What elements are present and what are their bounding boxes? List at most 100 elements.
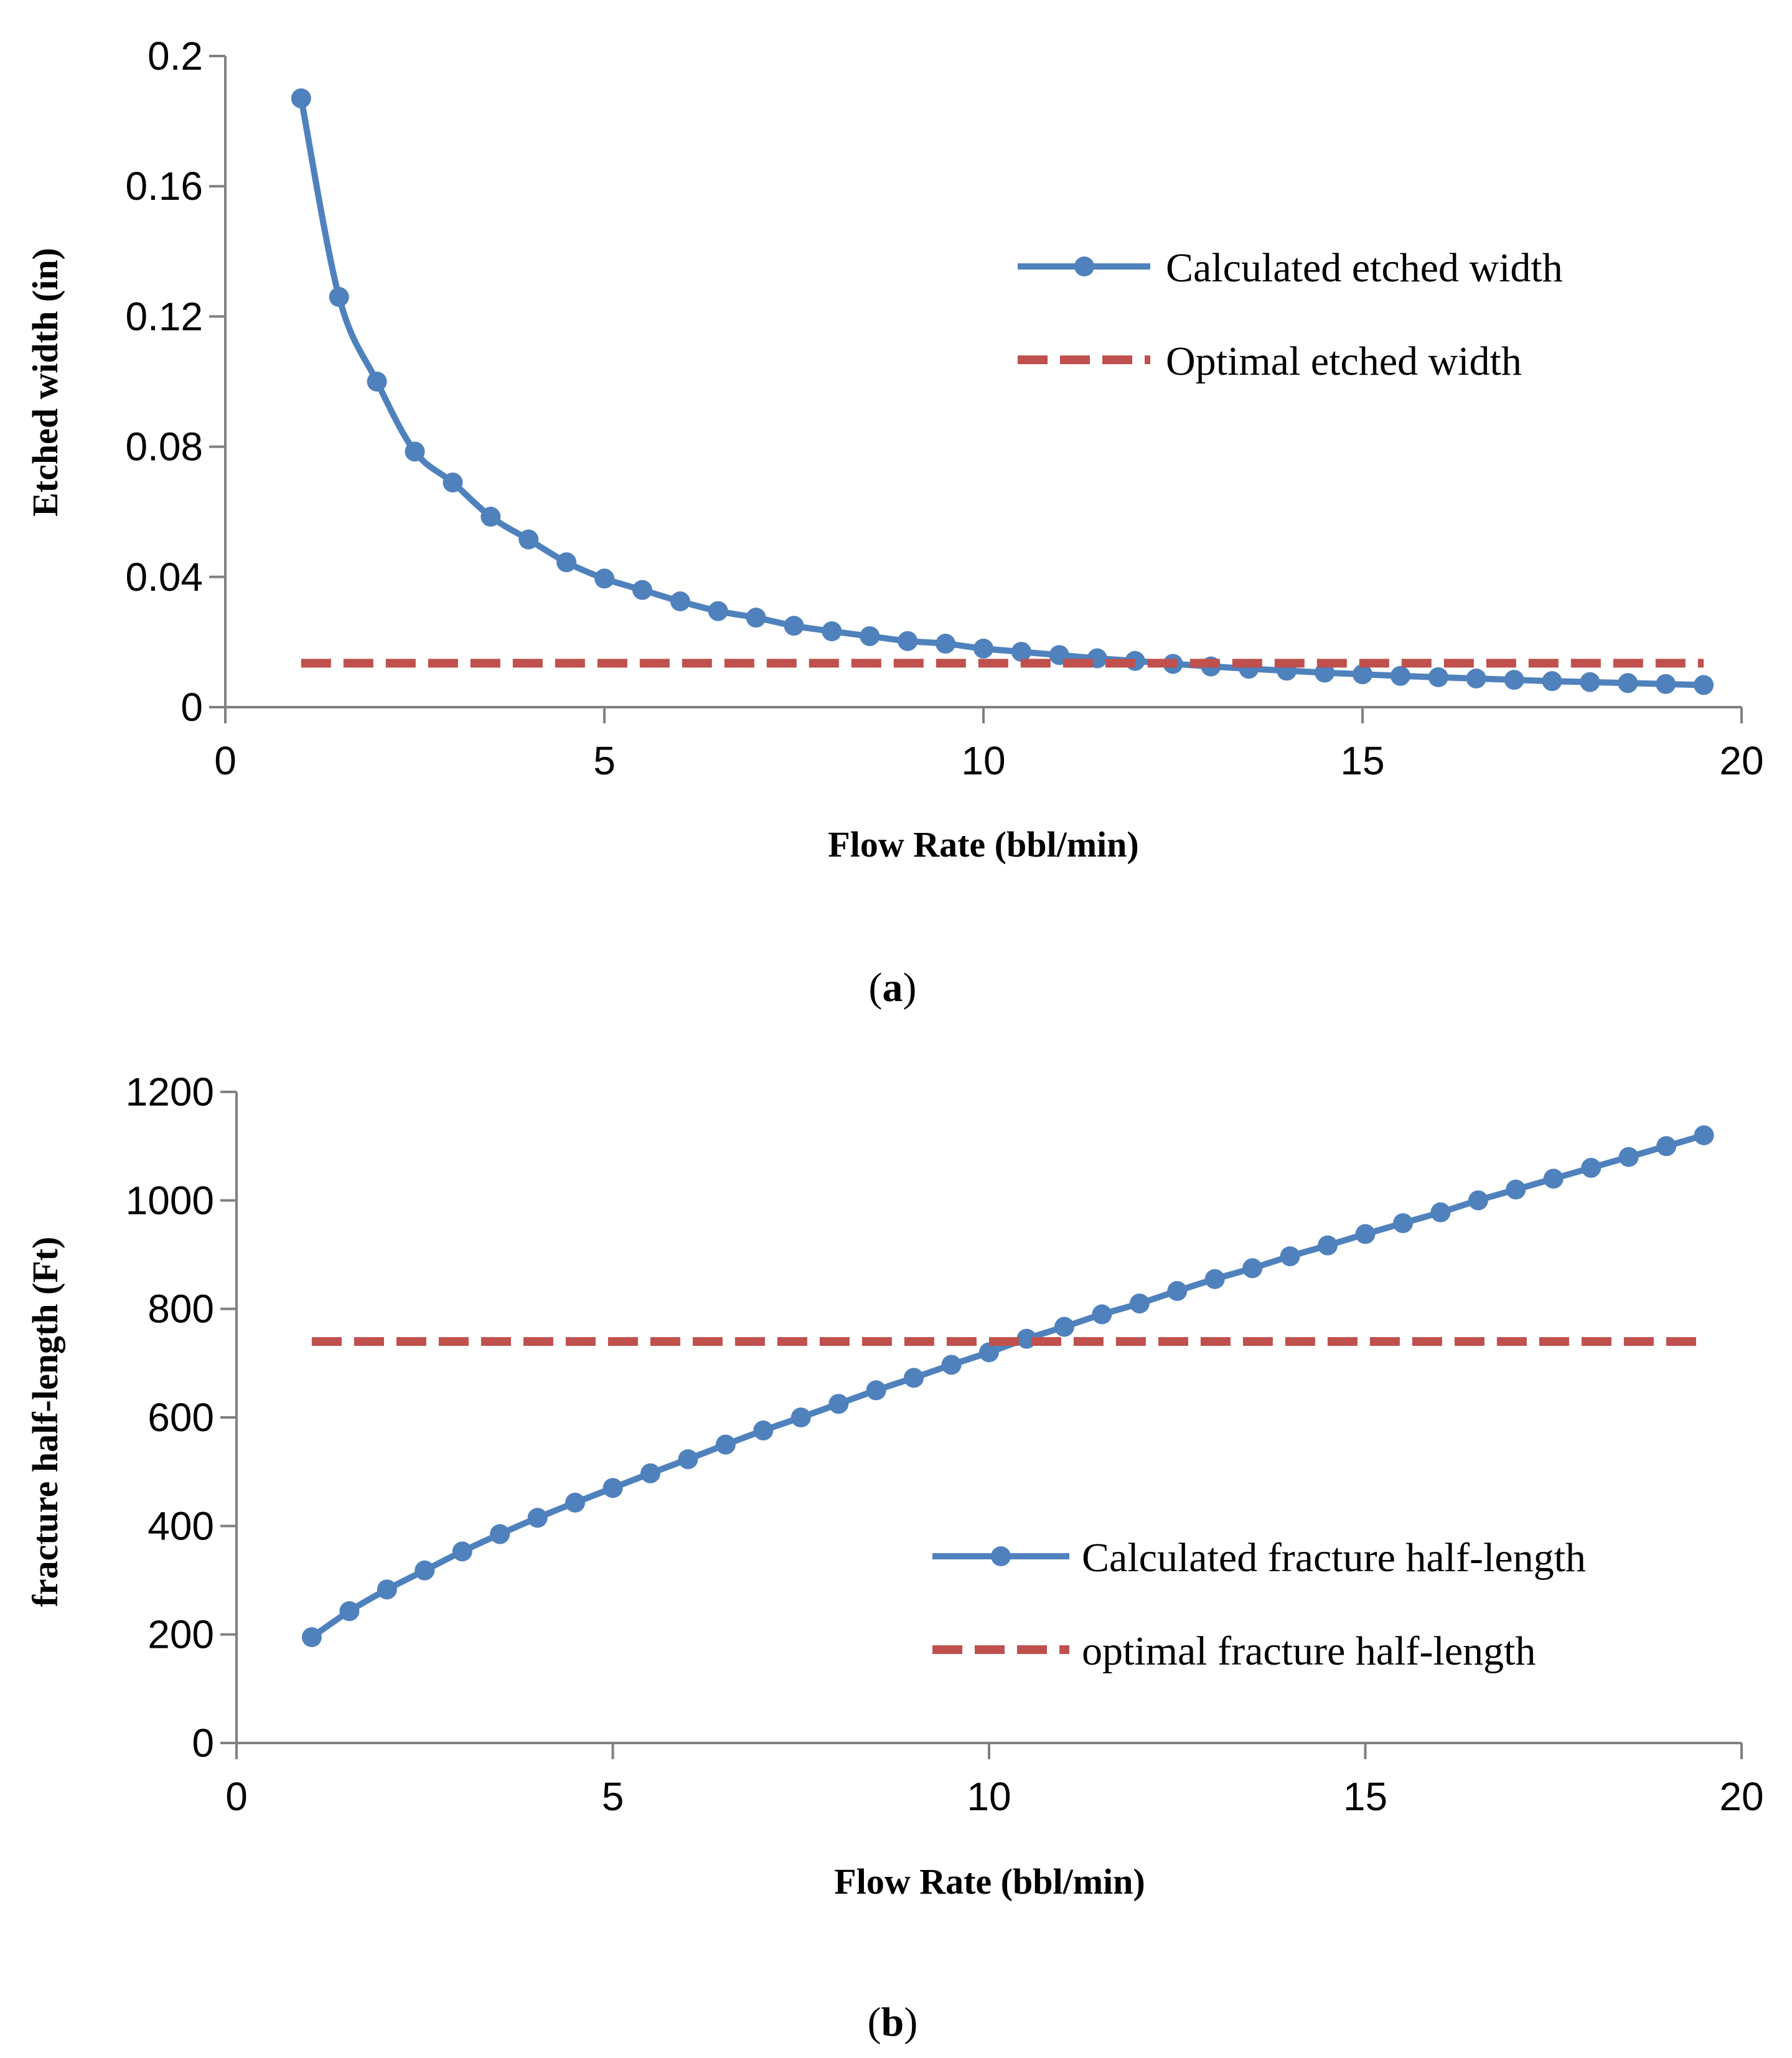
chart-a-data-point — [746, 608, 766, 628]
chart-a-panel-letter: a — [883, 965, 903, 1010]
chart-a-data-point — [1580, 672, 1600, 692]
chart-a-legend: Calculated etched width Optimal etched w… — [1018, 245, 1563, 384]
chart-b-data-point — [640, 1463, 660, 1483]
chart-a-data-point — [1694, 675, 1714, 695]
chart-a-data-point — [1315, 662, 1335, 683]
chart-b-xtick-label: 15 — [1343, 1774, 1387, 1819]
chart-b-data-point — [1506, 1179, 1526, 1200]
chart-a-series — [291, 88, 1714, 695]
chart-a-xtick-label: 5 — [593, 738, 616, 783]
chart-a-legend-calculated-label: Calculated etched width — [1166, 245, 1563, 291]
chart-b-data-point — [715, 1434, 736, 1455]
chart-b-data-point — [452, 1541, 472, 1562]
chart-b-data-point — [790, 1407, 811, 1427]
chart-b-data-point — [1694, 1125, 1714, 1145]
chart-b-legend-optimal-label: optimal fracture half-length — [1082, 1628, 1536, 1674]
chart-a-data-point — [594, 568, 614, 589]
chart-b-data-point — [377, 1579, 397, 1600]
chart-a-data-point — [291, 88, 311, 108]
chart-b-data-point — [1543, 1168, 1564, 1189]
chart-b-data-point — [678, 1449, 698, 1470]
chart-a-data-point — [898, 631, 918, 651]
chart-a-data-point — [1428, 667, 1448, 687]
chart-b-data-point — [1392, 1213, 1413, 1233]
chart-a-panel-label: (a) — [869, 965, 917, 1010]
chart-a-data-point — [860, 626, 880, 646]
chart-b-data-point — [1054, 1317, 1074, 1337]
chart-a-series-calculated-line — [298, 98, 1704, 688]
chart-a-data-point — [329, 287, 349, 308]
chart-a: 0 0.04 0.08 0.12 0.16 0.2 0 5 10 15 20 Flow Rate (… — [25, 34, 1764, 1010]
chart-a-legend-calculated-marker — [1074, 256, 1094, 276]
chart-a-ytick-label: 0.04 — [125, 555, 203, 599]
chart-b-data-point — [979, 1342, 999, 1363]
chart-b-ytick-label: 0 — [192, 1721, 214, 1765]
chart-b-xtick-label: 0 — [225, 1774, 248, 1819]
chart-b-ytick-label: 400 — [148, 1503, 214, 1548]
chart-b-data-point — [1468, 1190, 1488, 1211]
chart-a-data-point — [632, 580, 652, 600]
chart-a-data-point — [1656, 674, 1676, 694]
chart-b-data-point — [1092, 1304, 1112, 1325]
chart-a-data-point — [936, 634, 956, 654]
chart-a-ytick-label: 0.2 — [148, 34, 203, 78]
chart-b-data-point — [753, 1420, 774, 1440]
chart-b-ylabel: fracture half-length (Ft) — [25, 1237, 65, 1607]
chart-b-data-point — [603, 1478, 623, 1498]
chart-a-xtick-label: 10 — [961, 738, 1005, 783]
chart-b-data-point — [527, 1508, 548, 1528]
chart-a-xtick-label: 20 — [1719, 738, 1763, 783]
chart-a-ytick-label: 0.12 — [125, 294, 203, 339]
chart-a-data-point — [1618, 673, 1638, 693]
chart-b-data-point — [1204, 1269, 1225, 1289]
chart-a-ticks: 0 0.04 0.08 0.12 0.16 0.2 0 5 10 15 20 — [125, 34, 1763, 783]
chart-b-data-point — [490, 1524, 510, 1544]
chart-b-legend-calculated-label: Calculated fracture half-length — [1082, 1535, 1586, 1581]
chart-b-data-point — [1129, 1293, 1150, 1313]
chart-a-legend-optimal-label: Optimal etched width — [1166, 339, 1522, 384]
chart-b-xlabel: Flow Rate (bbl/min) — [834, 1861, 1145, 1902]
chart-b-panel-label: (b) — [868, 1999, 918, 2045]
chart-b-data-point — [828, 1394, 849, 1414]
chart-a-data-point — [1542, 671, 1562, 692]
chart-a-ytick-label: 0.16 — [125, 164, 203, 209]
chart-b-ticks: 0 200 400 600 800 1000 1200 0 5 10 15 20 — [126, 1069, 1764, 1819]
chart-a-xlabel: Flow Rate (bbl/min) — [828, 824, 1138, 865]
chart-a-data-point — [784, 616, 804, 636]
chart-b-data-point — [1656, 1136, 1677, 1157]
chart-a-data-point — [1011, 642, 1031, 662]
chart-b-data-point — [339, 1601, 360, 1622]
chart-b-data-point — [301, 1627, 322, 1648]
chart-b: 0 200 400 600 800 1000 1200 0 5 10 15 20 Flow Rate … — [25, 1069, 1764, 2045]
chart-a-data-point — [443, 472, 463, 493]
chart-a-data-point — [670, 591, 690, 612]
chart-b-ytick-label: 200 — [148, 1612, 214, 1657]
chart-a-data-point — [405, 441, 425, 462]
chart-a-data-point — [973, 638, 993, 659]
chart-b-panel-close: ) — [904, 1999, 917, 2045]
chart-b-panel-open: ( — [868, 1999, 881, 2045]
chart-a-data-point — [556, 552, 577, 573]
chart-b-ytick-label: 600 — [148, 1395, 214, 1440]
chart-b-data-point — [1242, 1258, 1263, 1279]
chart-b-data-point — [1280, 1246, 1300, 1267]
chart-b-series — [301, 1125, 1714, 1648]
chart-b-legend-calculated-marker — [991, 1546, 1011, 1566]
chart-a-ylabel: Etched width (in) — [25, 248, 65, 517]
chart-a-panel-open: ( — [869, 965, 883, 1010]
chart-b-data-point — [1618, 1147, 1639, 1167]
chart-a-data-point — [1390, 665, 1410, 686]
chart-b-data-point — [866, 1380, 886, 1401]
chart-b-data-point — [1430, 1202, 1451, 1223]
chart-a-data-point — [708, 601, 728, 621]
chart-a-data-point — [1504, 670, 1524, 690]
chart-b-data-point — [941, 1355, 962, 1375]
chart-a-data-point — [1353, 664, 1372, 685]
chart-b-ytick-label: 1200 — [126, 1069, 214, 1114]
chart-a-ytick-label: 0 — [181, 685, 203, 730]
chart-b-xtick-label: 10 — [967, 1774, 1011, 1819]
chart-a-data-point — [481, 507, 501, 527]
chart-a-data-point — [367, 372, 387, 392]
chart-b-data-point — [1355, 1224, 1376, 1244]
chart-b-data-point — [1581, 1158, 1602, 1178]
